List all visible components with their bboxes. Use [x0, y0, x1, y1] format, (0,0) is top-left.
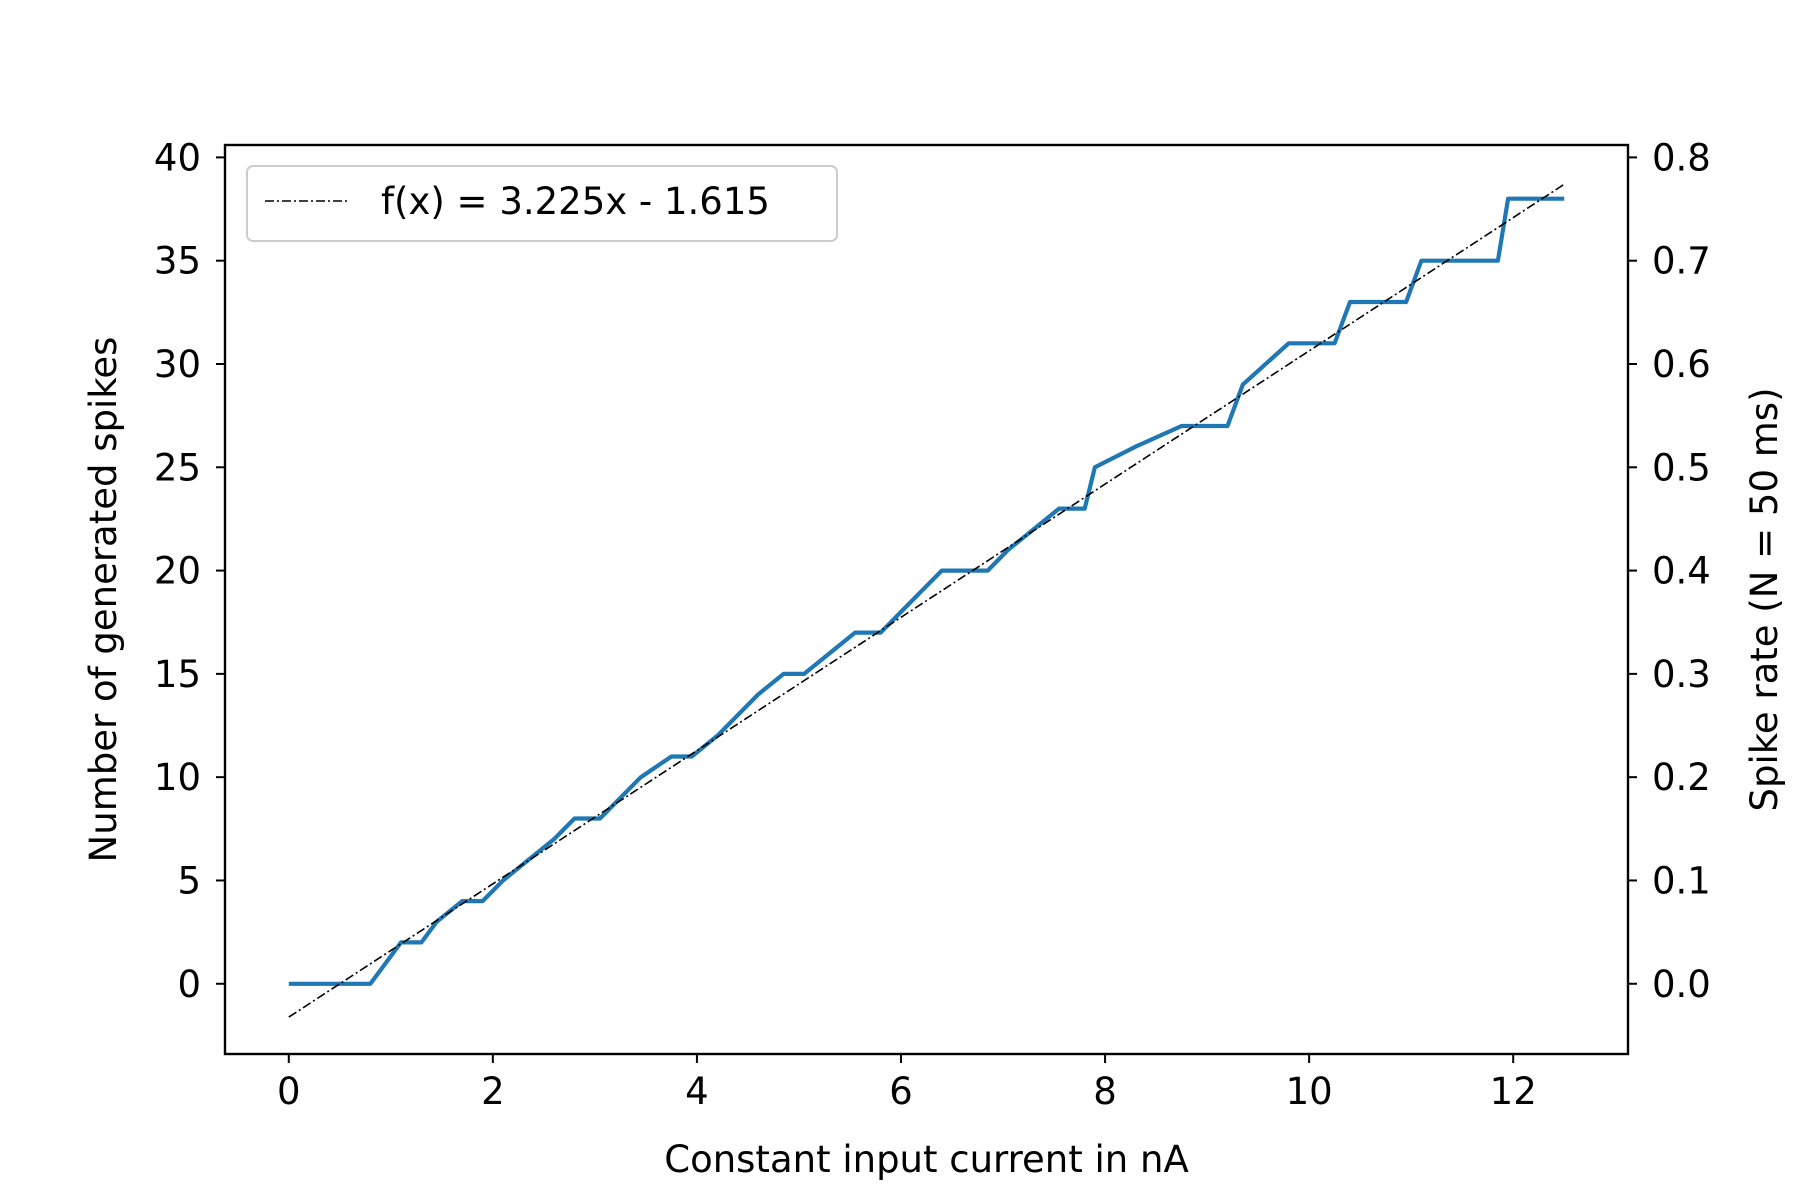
y-tick-label: 40	[154, 136, 201, 179]
y-tick-label: 25	[154, 446, 201, 489]
y2-tick-label: 0.5	[1652, 446, 1711, 489]
legend-box	[246, 165, 838, 242]
series-layer	[288, 183, 1565, 1018]
y-tick-label: 10	[154, 756, 201, 799]
y2-tick-label: 0.3	[1652, 653, 1711, 696]
legend-label: f(x) = 3.225x - 1.615	[381, 180, 770, 223]
y2-tick-label: 0.8	[1652, 136, 1711, 179]
x-axis-label: Constant input current in nA	[664, 1138, 1189, 1181]
plot-frame	[223, 143, 1630, 1056]
y2-tick-label: 0.1	[1652, 859, 1711, 902]
y-tick-label: 20	[154, 550, 201, 593]
y2-tick-label: 0.6	[1652, 343, 1711, 386]
x-tick-label: 6	[889, 1070, 913, 1113]
linear-fit-line	[288, 183, 1565, 1018]
y-tick-label: 15	[154, 653, 201, 696]
spike-count-series-line	[288, 196, 1565, 986]
y2-tick-label: 0.0	[1652, 963, 1711, 1006]
x-tick-label: 4	[685, 1070, 709, 1113]
y2-axis-ticks: 0.0 0.1 0.2 0.3 0.4 0.5 0.6 0.7 0.8	[1628, 136, 1711, 1006]
y-tick-label: 0	[177, 963, 201, 1006]
y-tick-label: 5	[177, 859, 201, 902]
y2-tick-label: 0.4	[1652, 550, 1711, 593]
y-tick-label: 35	[154, 240, 201, 283]
x-tick-label: 10	[1286, 1070, 1333, 1113]
x-tick-label: 0	[277, 1070, 301, 1113]
x-axis-ticks: 0 2 4 6 8 10 12	[277, 1054, 1537, 1113]
y-axis-label: Number of generated spikes	[82, 337, 125, 863]
x-tick-label: 8	[1093, 1070, 1117, 1113]
x-tick-label: 2	[481, 1070, 505, 1113]
x-tick-label: 12	[1490, 1070, 1537, 1113]
y2-tick-label: 0.2	[1652, 756, 1711, 799]
y2-tick-label: 0.7	[1652, 240, 1711, 283]
y-tick-label: 30	[154, 343, 201, 386]
y2-axis-label: Spike rate (N = 50 ms)	[1743, 387, 1786, 811]
legend: f(x) = 3.225x - 1.615	[246, 165, 838, 242]
y-axis-ticks: 0 5 10 15 20 25 30 35 40	[154, 136, 225, 1006]
